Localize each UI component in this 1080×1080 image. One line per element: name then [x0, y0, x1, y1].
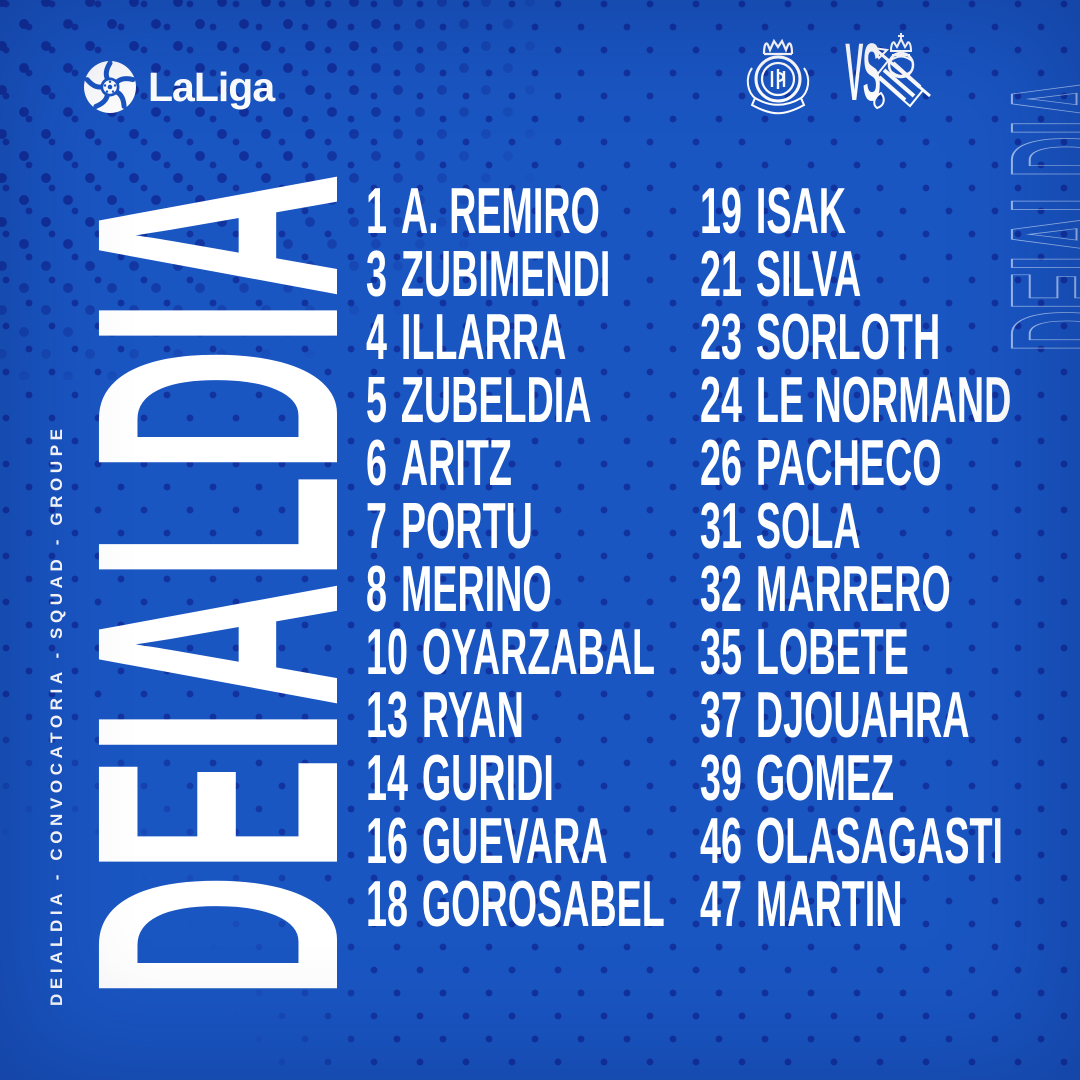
- player-number: 3: [366, 237, 387, 310]
- player-row: 7 PORTU: [366, 489, 881, 562]
- player-name: PORTU: [400, 489, 533, 562]
- player-name: ILLARRA: [400, 300, 567, 373]
- player-name: PACHECO: [755, 426, 942, 499]
- player-row: 18 GOROSABEL: [366, 867, 881, 940]
- player-number: 18: [366, 867, 408, 940]
- player-number: 13: [366, 678, 408, 751]
- player-number: 6: [366, 426, 387, 499]
- player-row: 24 LE NORMAND: [700, 363, 1080, 436]
- player-name: ARITZ: [400, 426, 512, 499]
- player-name: SOLA: [755, 489, 861, 562]
- player-number: 8: [366, 552, 387, 625]
- player-number: 21: [700, 237, 742, 310]
- player-row: 10 OYARZABAL: [366, 615, 881, 688]
- player-row: 4 ILLARRA: [366, 300, 881, 373]
- player-number: 5: [366, 363, 387, 436]
- player-row: 6 ARITZ: [366, 426, 881, 499]
- player-number: 32: [700, 552, 742, 625]
- squad-column-2: 19 ISAK 21 SILVA 23 SORLOTH 24 LE NORMAND 26…: [700, 174, 1080, 940]
- player-number: 24: [700, 363, 742, 436]
- player-number: 7: [366, 489, 387, 562]
- vs-label: VS: [845, 27, 881, 118]
- player-name: ZUBIMENDI: [400, 237, 611, 310]
- player-number: 14: [366, 741, 408, 814]
- side-caption: DEIALDIA - CONVOCATORIA - SQUAD - GROUPE: [47, 424, 66, 1006]
- player-number: 47: [700, 867, 742, 940]
- laliga-ball-icon: [84, 60, 136, 113]
- player-name: GOMEZ: [755, 741, 895, 814]
- player-name: SORLOTH: [755, 300, 941, 373]
- player-row: 35 LOBETE: [700, 615, 1080, 688]
- player-name: GURIDI: [421, 741, 554, 814]
- player-number: 37: [700, 678, 742, 751]
- player-number: 16: [366, 804, 408, 877]
- player-number: 23: [700, 300, 742, 373]
- real-sociedad-crest-icon: [872, 33, 931, 110]
- player-name: OLASAGASTI: [755, 804, 1004, 877]
- player-row: 39 GOMEZ: [700, 741, 1080, 814]
- player-name: ISAK: [755, 174, 846, 247]
- player-row: 16 GUEVARA: [366, 804, 881, 877]
- player-number: 1: [366, 174, 387, 247]
- laliga-logo: LaLiga: [84, 60, 277, 113]
- player-name: LOBETE: [755, 615, 909, 688]
- player-number: 4: [366, 300, 387, 373]
- player-name: RYAN: [421, 678, 524, 751]
- player-row: 31 SOLA: [700, 489, 1080, 562]
- player-row: 13 RYAN: [366, 678, 881, 751]
- player-number: 46: [700, 804, 742, 877]
- player-row: 19 ISAK: [700, 174, 1080, 247]
- player-name: GOROSABEL: [421, 867, 665, 940]
- player-row: 14 GURIDI: [366, 741, 881, 814]
- player-row: 3 ZUBIMENDI: [366, 237, 881, 310]
- player-row: 5 ZUBELDIA: [366, 363, 881, 436]
- player-name: MARRERO: [755, 552, 951, 625]
- player-name: A. REMIRO: [400, 174, 600, 247]
- player-row: 1 A. REMIRO: [366, 174, 881, 247]
- squad-column-1: 1 A. REMIRO 3 ZUBIMENDI 4 ILLARRA 5 ZUBELDIA…: [366, 174, 881, 940]
- dot-pattern-corner: [0, 0, 540, 380]
- player-name: DJOUAHRA: [755, 678, 970, 751]
- player-name: MERINO: [400, 552, 552, 625]
- player-row: 26 PACHECO: [700, 426, 1080, 499]
- player-name: MARTIN: [755, 867, 903, 940]
- player-row: 21 SILVA: [700, 237, 1080, 310]
- mallorca-crest-icon: [746, 38, 810, 115]
- player-number: 39: [700, 741, 742, 814]
- player-name: SILVA: [755, 237, 862, 310]
- player-number: 19: [700, 174, 742, 247]
- player-row: 23 SORLOTH: [700, 300, 1080, 373]
- player-number: 26: [700, 426, 742, 499]
- player-number: 10: [366, 615, 408, 688]
- player-row: 47 MARTIN: [700, 867, 1080, 940]
- player-name: LE NORMAND: [755, 363, 1012, 436]
- player-row: 37 DJOUAHRA: [700, 678, 1080, 751]
- player-number: 35: [700, 615, 742, 688]
- player-row: 8 MERINO: [366, 552, 881, 625]
- player-name: GUEVARA: [421, 804, 608, 877]
- player-name: OYARZABAL: [421, 615, 656, 688]
- player-number: 31: [700, 489, 742, 562]
- player-row: 32 MARRERO: [700, 552, 1080, 625]
- laliga-wordmark: LaLiga: [148, 64, 276, 110]
- player-name: ZUBELDIA: [400, 363, 592, 436]
- player-row: 46 OLASAGASTI: [700, 804, 1080, 877]
